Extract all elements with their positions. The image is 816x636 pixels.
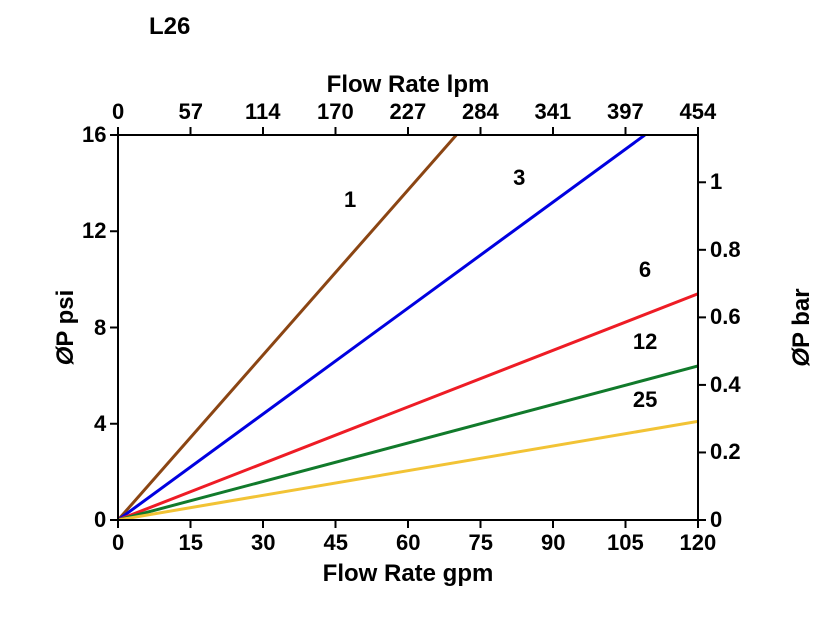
chart-container: L26 Flow Rate lpm Flow Rate gpm ØP psi Ø… bbox=[0, 0, 816, 636]
series-line-12 bbox=[118, 366, 698, 520]
series-line-1 bbox=[118, 135, 456, 520]
series-line-6 bbox=[118, 294, 698, 520]
series-line-25 bbox=[118, 421, 698, 520]
tick-label: 454 bbox=[680, 99, 717, 125]
tick-label: 30 bbox=[251, 530, 275, 556]
tick-label: 0 bbox=[94, 507, 106, 533]
tick-label: 0 bbox=[710, 507, 722, 533]
tick-label: 227 bbox=[390, 99, 427, 125]
tick-label: 8 bbox=[94, 315, 106, 341]
tick-label: 0 bbox=[112, 530, 124, 556]
tick-label: 0.2 bbox=[710, 439, 741, 465]
tick-label: 0 bbox=[112, 99, 124, 125]
series-label-1: 1 bbox=[344, 187, 356, 213]
tick-label: 45 bbox=[324, 530, 348, 556]
tick-label: 0.6 bbox=[710, 304, 741, 330]
tick-label: 284 bbox=[462, 99, 499, 125]
tick-label: 1 bbox=[710, 169, 722, 195]
tick-label: 4 bbox=[94, 411, 106, 437]
series-label-3: 3 bbox=[513, 165, 525, 191]
tick-label: 75 bbox=[469, 530, 493, 556]
series-label-12: 12 bbox=[633, 329, 657, 355]
series-label-6: 6 bbox=[639, 257, 651, 283]
tick-label: 170 bbox=[317, 99, 354, 125]
tick-label: 397 bbox=[607, 99, 644, 125]
tick-label: 12 bbox=[82, 218, 106, 244]
series-line-3 bbox=[118, 135, 645, 520]
series-label-25: 25 bbox=[633, 387, 657, 413]
tick-label: 0.4 bbox=[710, 372, 741, 398]
tick-label: 0.8 bbox=[710, 237, 741, 263]
tick-label: 57 bbox=[179, 99, 203, 125]
tick-label: 105 bbox=[607, 530, 644, 556]
tick-label: 341 bbox=[535, 99, 572, 125]
tick-label: 60 bbox=[396, 530, 420, 556]
tick-label: 16 bbox=[82, 122, 106, 148]
tick-label: 114 bbox=[245, 99, 281, 125]
tick-label: 15 bbox=[179, 530, 203, 556]
tick-label: 90 bbox=[541, 530, 565, 556]
tick-label: 120 bbox=[680, 530, 717, 556]
